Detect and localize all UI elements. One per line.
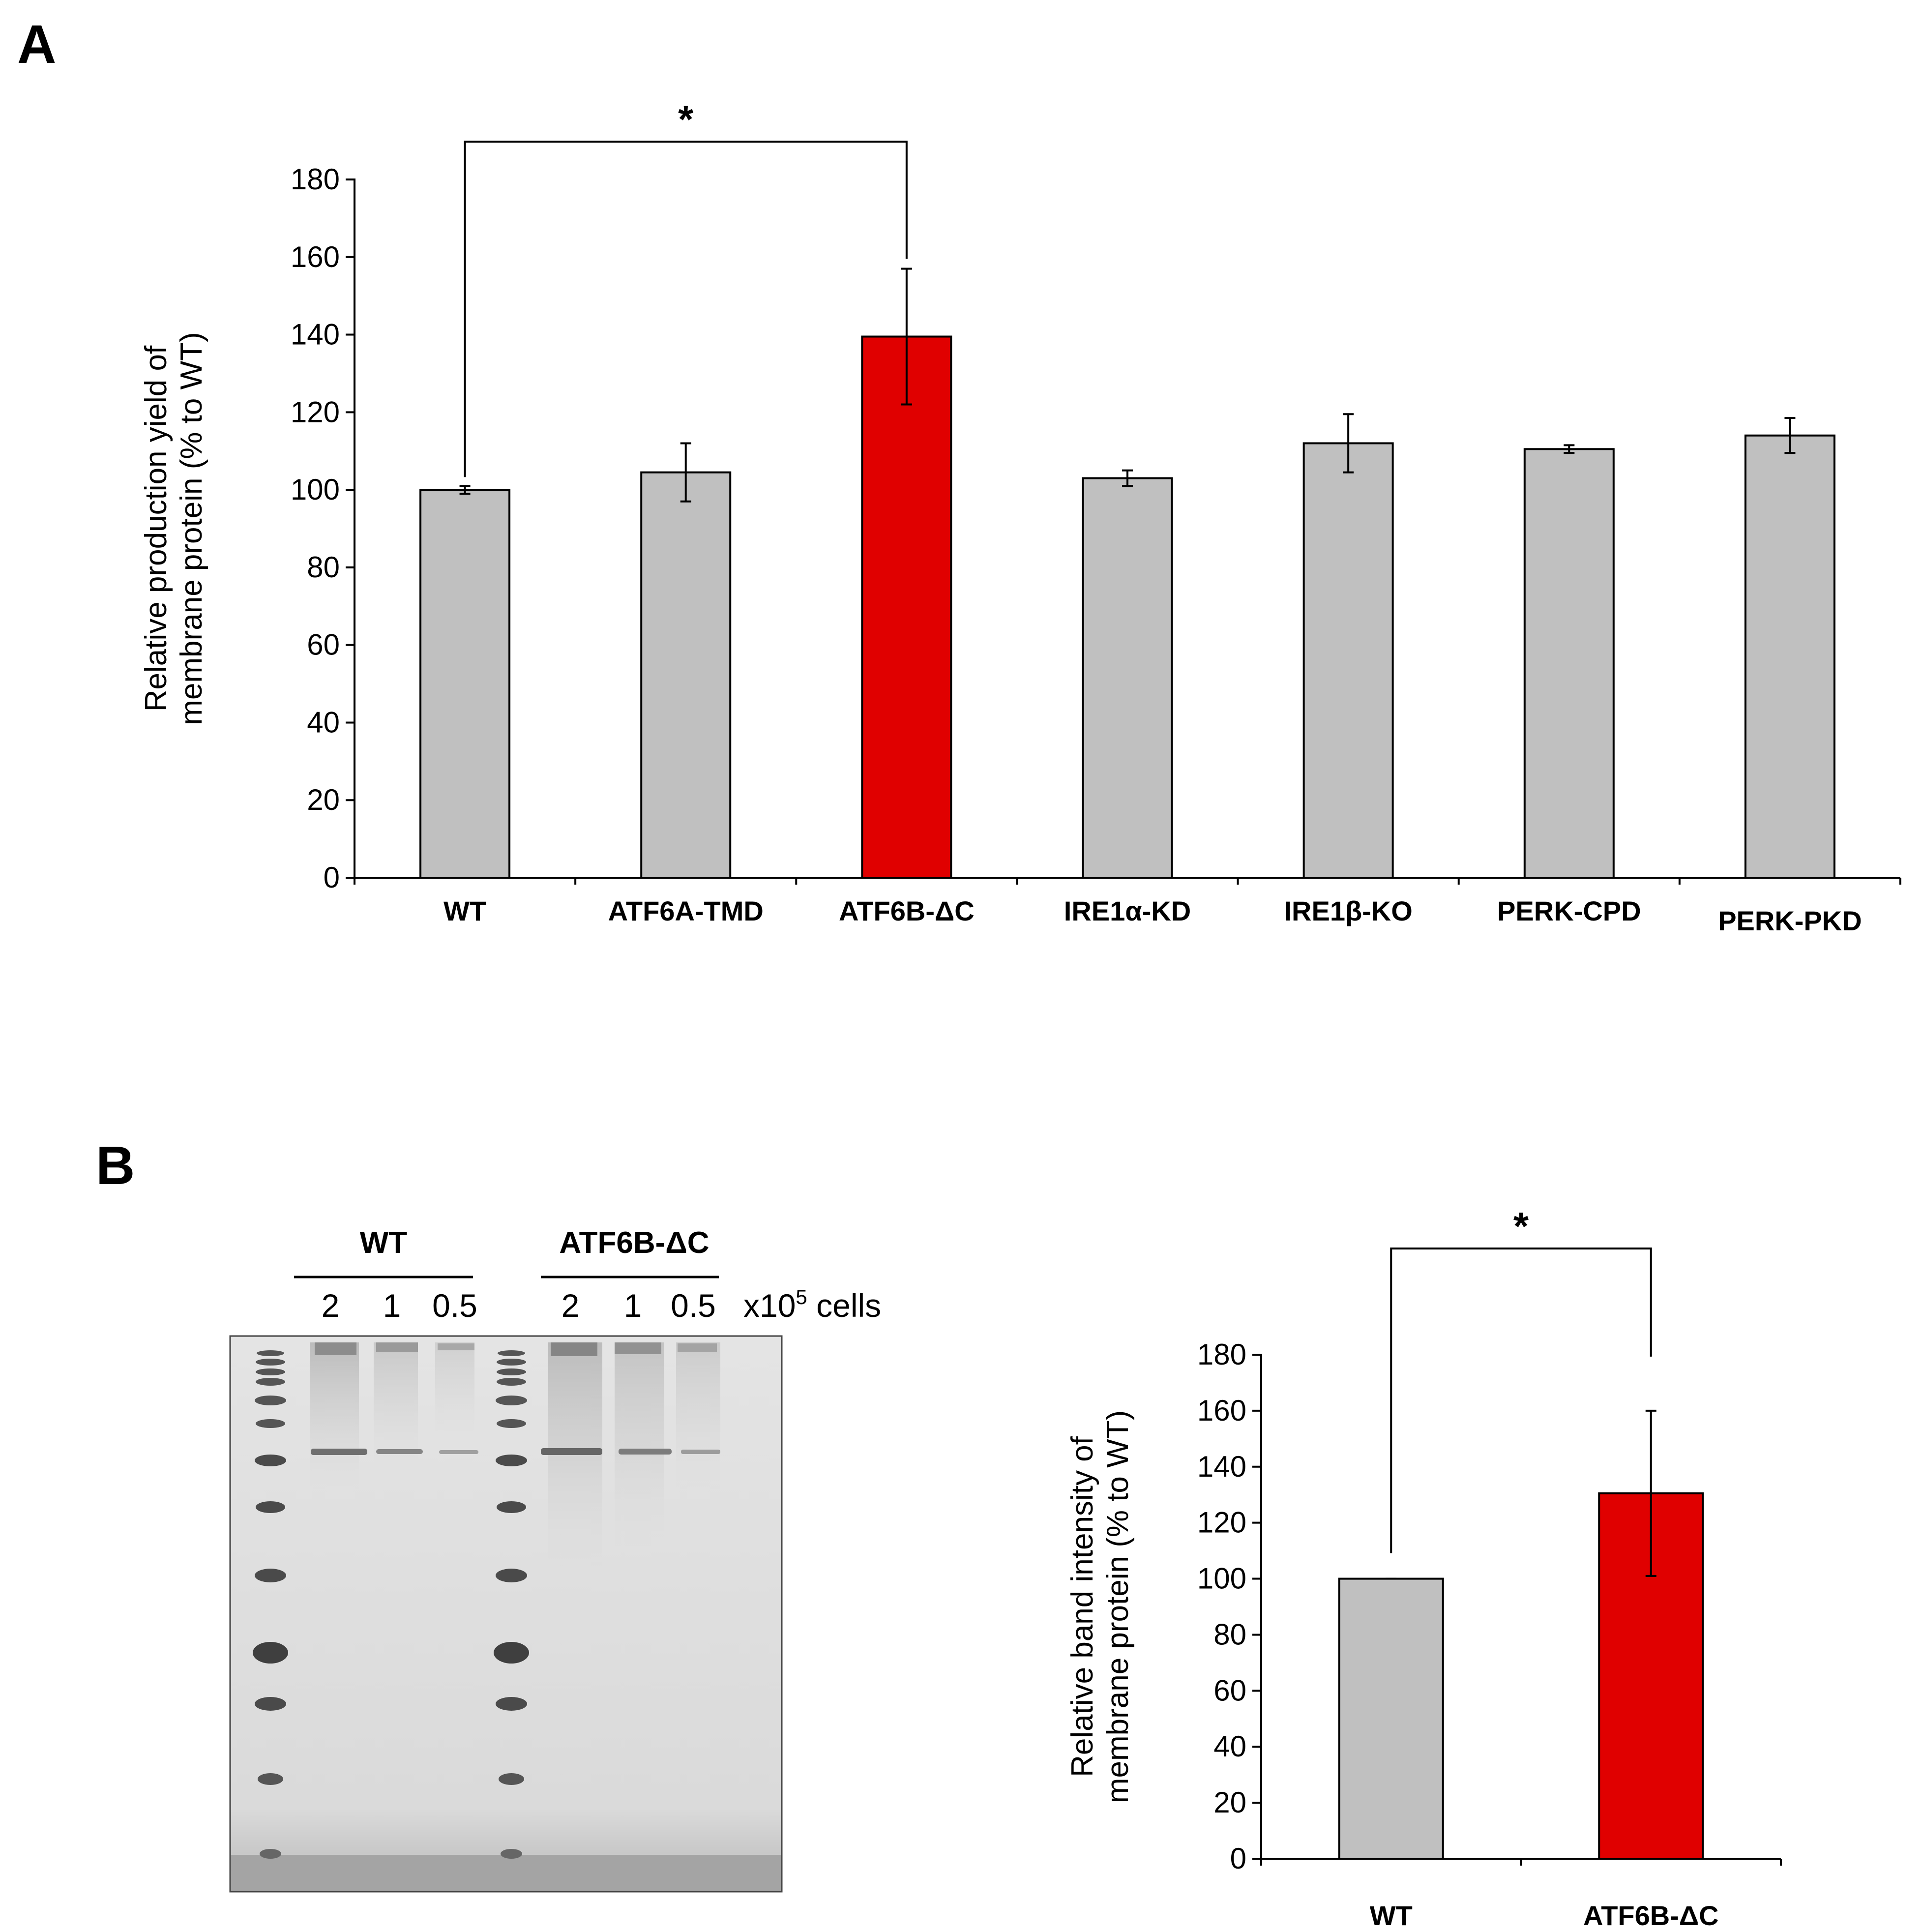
bar [861,335,952,879]
y-tick-label: 180 [1197,1338,1246,1371]
gel-ladder-1 [253,1350,288,1859]
gel-lane-smear [310,1342,359,1490]
x-category-label: PERK-CPD [1497,895,1641,926]
y-axis-label: Relative production yield ofmembrane pro… [139,332,208,725]
y-tick-label: 120 [1197,1506,1246,1539]
gel-lane-label: 1 [383,1287,401,1324]
gel-well [315,1342,356,1355]
bar [1523,448,1615,879]
y-tick-label: 160 [291,240,340,273]
x-category-label: PERK-PKD [1718,905,1862,936]
y-tick-label: 120 [291,395,340,428]
y-tick-label: 100 [1197,1562,1246,1595]
gel-band [439,1450,478,1454]
panel-b-letter: B [96,1135,135,1196]
bar-chart-production-yield: 0 20 40 60 80 100 120 140 160 180 WT ATF6A-TMD ATF6B… [139,97,1901,936]
y-tick-label: 60 [1213,1674,1246,1707]
gel-lane-smear [374,1342,418,1465]
x-category-label: WT [1370,1900,1413,1931]
gel-well [551,1342,597,1356]
significance-star: * [678,97,694,141]
gel-lane-label: 2 [322,1287,340,1324]
gel-lane-smear [615,1342,664,1549]
y-axis-label-line: Relative production yield of [139,345,173,712]
bar [1338,1577,1444,1860]
gel-ladder-2 [494,1350,529,1859]
gel-well [438,1343,474,1350]
bar [1302,442,1394,879]
gel-lane-smear [676,1342,720,1490]
significance-bracket [464,141,908,477]
gel-band [619,1449,672,1455]
x-category-label: WT [444,895,486,926]
x-category-label: IRE1β-KO [1284,895,1412,926]
x-category-label: IRE1α-KD [1064,895,1191,926]
y-tick-label: 80 [307,551,340,584]
gel-band [311,1449,367,1455]
y-tick-label: 180 [291,163,340,196]
gel-lane-smear [435,1342,474,1441]
bar [1744,434,1835,879]
gel-band [541,1448,602,1455]
gel-lane-label: 1 [624,1287,642,1324]
gel-lane-label: 0.5 [432,1287,477,1324]
bar [640,471,732,879]
gel-group-label-atf6b: ATF6B-ΔC [559,1226,709,1260]
y-tick-label: 40 [1213,1730,1246,1763]
gel-well [376,1342,418,1352]
gel-band [681,1450,720,1454]
gel-unit-label: x105 cells [743,1285,881,1324]
y-tick-label: 160 [1197,1394,1246,1427]
gel-lane-smear [548,1342,602,1574]
y-axis-label: Relative band intensity ofmembrane prote… [1065,1410,1135,1803]
gel-well [615,1342,661,1354]
y-tick-label: 140 [291,318,340,351]
panel-a-letter: A [17,14,56,75]
gel-dye-front [231,1855,781,1891]
gel-lane-label: 0.5 [671,1287,716,1324]
y-axis-label-line: membrane protein (% to WT) [1101,1410,1135,1803]
y-axis-label-line: Relative band intensity of [1065,1436,1099,1777]
gel-band [376,1449,423,1454]
gel-well [678,1343,717,1352]
y-tick-label: 140 [1197,1450,1246,1483]
sds-page-gel: WT ATF6B-ΔC 2 1 0.5 2 1 0.5 x105 cells [229,1226,881,1893]
gel-lane-label: 2 [562,1287,580,1324]
y-tick-label: 20 [1213,1786,1246,1819]
y-axis-label-line: membrane protein (% to WT) [175,332,208,725]
y-tick-label: 20 [307,783,340,816]
y-tick-label: 100 [291,473,340,506]
significance-star: * [1513,1204,1529,1248]
y-tick-label: 60 [307,628,340,661]
bar-chart-band-intensity: 0 20 40 60 80 100 120 140 160 180 WT ATF6B-ΔC * Relat… [1065,1204,1782,1931]
x-category-label: ATF6B-ΔC [839,895,975,926]
y-tick-label: 80 [1213,1618,1246,1651]
y-tick-label: 0 [1230,1842,1246,1875]
y-tick-label: 0 [324,861,340,894]
y-tick-label: 40 [307,706,340,739]
x-category-label: ATF6B-ΔC [1583,1900,1719,1931]
significance-bracket [1390,1248,1652,1553]
bar [419,489,511,879]
gel-group-label-wt: WT [360,1226,408,1260]
x-category-label: ATF6A-TMD [608,895,764,926]
bar [1082,477,1173,879]
